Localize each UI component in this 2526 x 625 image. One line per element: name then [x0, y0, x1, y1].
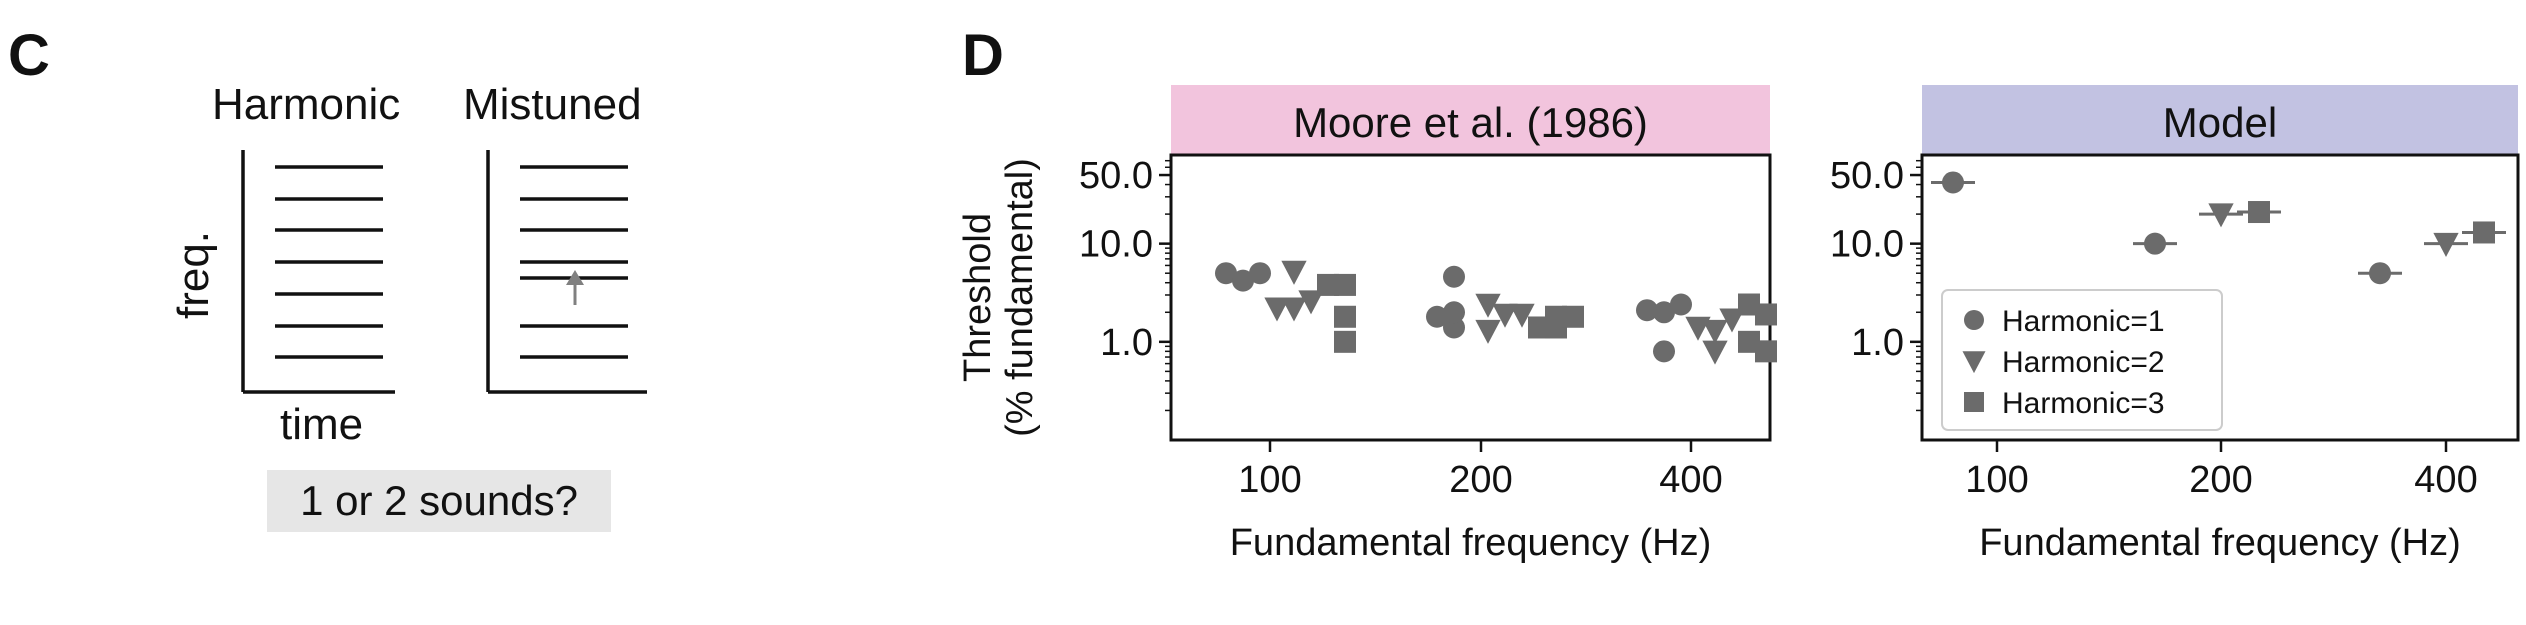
data-point-square: [1317, 273, 1339, 296]
data-point-square: [2248, 201, 2270, 224]
y-tick-label: 10.0: [1079, 224, 1153, 266]
data-point-square: [1738, 293, 1760, 316]
harmonic-partials: [275, 165, 383, 359]
schematic-x-label: time: [280, 400, 364, 449]
series-triangle-down: [2199, 203, 2468, 257]
data-point-circle: [1636, 299, 1658, 322]
data-point-triangle: [1509, 303, 1535, 328]
data-point-circle: [1232, 269, 1254, 292]
data-point-triangle: [2208, 203, 2234, 228]
data-point-circle: [1670, 293, 1692, 316]
y-tick-label: 50.0: [1830, 155, 1904, 197]
y-tick-label: 50.0: [1079, 155, 1153, 197]
data-point-triangle: [1264, 297, 1290, 322]
data-point-circle: [1215, 262, 1237, 285]
data-point-square: [1334, 305, 1356, 328]
chart-title: Moore et al. (1986): [1293, 99, 1648, 146]
plot-frame: [1169, 153, 1772, 442]
data-point-circle: [1443, 316, 1465, 339]
moore-chart: Moore et al. (1986) 1.0 10.0 50.0 100 200 400 F…: [957, 85, 1777, 564]
mistuned-axes: [486, 150, 647, 394]
data-point-circle: [1653, 340, 1675, 363]
data-point-triangle: [1962, 351, 1986, 374]
y-tick-label: 1.0: [1851, 322, 1904, 364]
data-point-circle: [1426, 305, 1448, 328]
data-point-triangle: [1281, 297, 1307, 322]
question-label: 1 or 2 sounds?: [267, 470, 611, 532]
data-point-triangle: [1475, 293, 1501, 318]
mistuning-arrow-icon: [566, 270, 584, 305]
legend-label: Harmonic=2: [2002, 346, 2165, 379]
data-point-circle: [1443, 265, 1465, 288]
x-tick-label: 200: [1449, 459, 1512, 501]
series-square: [2237, 201, 2506, 244]
data-point-circle: [1942, 171, 1964, 194]
chart-header-band: [1171, 85, 1770, 155]
x-axis-label: Fundamental frequency (Hz): [1979, 522, 2461, 564]
x-tick-label: 400: [2414, 459, 2477, 501]
data-point-triangle: [1281, 260, 1307, 285]
data-point-square: [2473, 221, 2495, 244]
data-point-square: [1545, 316, 1567, 339]
data-point-circle: [1964, 310, 1984, 330]
model-chart: Model 1.0 10.0 50.0 100 200 400 Fundamental fre…: [1830, 85, 2520, 564]
data-point-circle: [2369, 262, 2391, 285]
schematic-drawing: [241, 150, 647, 394]
harmonic-schematic-title: Harmonic: [212, 80, 401, 129]
data-point-triangle: [1702, 340, 1728, 365]
chart-title: Model: [2163, 99, 2277, 146]
data-point-circle: [1249, 262, 1271, 285]
x-tick-label: 100: [1965, 459, 2028, 501]
data-point-square: [1334, 273, 1356, 296]
x-tick-label: 200: [2189, 459, 2252, 501]
y-tick-label: 1.0: [1100, 322, 1153, 364]
data-point-triangle: [1298, 290, 1324, 315]
data-point-square: [1755, 340, 1777, 363]
chart-header-band: [1922, 85, 2518, 155]
data-point-square: [1334, 330, 1356, 353]
data-point-square: [1755, 303, 1777, 326]
x-tick-label: 400: [1659, 459, 1722, 501]
data-point-circle: [2144, 232, 2166, 255]
y-tick-label: 10.0: [1830, 224, 1904, 266]
data-point-square: [1562, 305, 1584, 328]
legend-label: Harmonic=3: [2002, 387, 2165, 420]
series-circle: [1215, 262, 1692, 363]
data-point-square: [1964, 392, 1984, 412]
mistuned-schematic-title: Mistuned: [463, 80, 642, 129]
panel-d-letter: D: [962, 23, 1004, 88]
data-point-circle: [1653, 301, 1675, 324]
x-tick-label: 100: [1238, 459, 1301, 501]
data-point-square: [1528, 316, 1550, 339]
harmonic-axes: [241, 150, 395, 394]
data-point-triangle: [1492, 303, 1518, 328]
series-square: [1317, 273, 1777, 363]
panel-c-letter: C: [8, 23, 50, 88]
series-circle: [1931, 171, 2402, 285]
legend-label: Harmonic=1: [2002, 305, 2165, 338]
data-point-triangle: [2433, 232, 2459, 257]
x-axis-label: Fundamental frequency (Hz): [1230, 522, 1712, 564]
y-axis-label: Threshold: [957, 213, 999, 382]
data-point-circle: [1443, 301, 1465, 324]
data-point-square: [1738, 330, 1760, 353]
legend-box: [1941, 289, 2223, 431]
series-triangle-down: [1264, 260, 1745, 365]
data-point-triangle: [1475, 319, 1501, 344]
y-axis-label: (% fundamental): [999, 158, 1041, 437]
data-point-triangle: [1702, 319, 1728, 344]
